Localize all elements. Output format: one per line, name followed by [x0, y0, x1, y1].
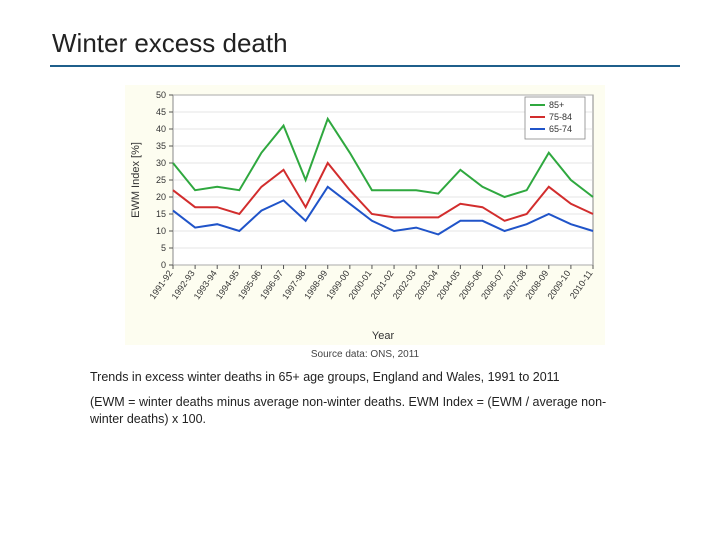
ewm-line-chart: 051015202530354045501991-921992-931993-9… [125, 85, 605, 345]
svg-text:30: 30 [156, 158, 166, 168]
svg-text:40: 40 [156, 124, 166, 134]
note-text: (EWM = winter deaths minus average non-w… [90, 394, 610, 428]
svg-text:75-84: 75-84 [549, 112, 572, 122]
svg-text:65-74: 65-74 [549, 124, 572, 134]
svg-text:50: 50 [156, 90, 166, 100]
svg-text:20: 20 [156, 192, 166, 202]
source-text: Source data: ONS, 2011 [50, 349, 680, 360]
svg-text:15: 15 [156, 209, 166, 219]
svg-text:EWM Index [%]: EWM Index [%] [130, 142, 142, 218]
svg-text:35: 35 [156, 141, 166, 151]
title-rule [50, 65, 680, 67]
slide-title: Winter excess death [52, 28, 680, 59]
svg-text:85+: 85+ [549, 100, 564, 110]
svg-text:Year: Year [372, 330, 395, 342]
svg-text:45: 45 [156, 107, 166, 117]
svg-text:5: 5 [161, 243, 166, 253]
chart-container: 051015202530354045501991-921992-931993-9… [50, 85, 680, 345]
svg-text:25: 25 [156, 175, 166, 185]
caption-text: Trends in excess winter deaths in 65+ ag… [90, 370, 650, 384]
svg-text:10: 10 [156, 226, 166, 236]
